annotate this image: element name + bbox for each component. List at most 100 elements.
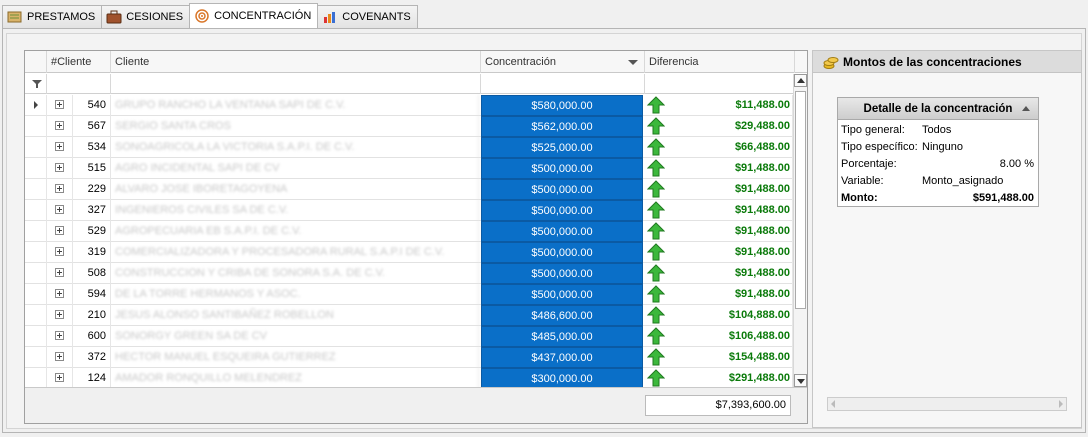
horizontal-scrollbar[interactable]: [827, 397, 1067, 411]
scroll-thumb[interactable]: [795, 91, 806, 309]
expand-cell[interactable]: [47, 284, 73, 305]
table-row[interactable]: 594 DE LA TORRE HERMANOS Y ASOC. $500,000.…: [25, 284, 793, 305]
up-arrow-icon: [647, 180, 665, 198]
porcentaje-label: Porcentaje:: [841, 158, 897, 170]
expand-icon[interactable]: [55, 205, 64, 214]
expand-icon[interactable]: [55, 310, 64, 319]
cliente-id: 124: [73, 368, 111, 389]
expand-cell[interactable]: [47, 263, 73, 284]
cliente-name: AGRO INCIDENTAL SAPI DE CV: [111, 158, 479, 179]
header-cliente-id[interactable]: #Cliente: [47, 51, 111, 73]
tab-prestamos[interactable]: PRESTAMOS: [2, 5, 103, 28]
tab-label: COVENANTS: [342, 11, 411, 23]
table-row[interactable]: 534 SONOAGRICOLA LA VICTORIA S.A.P.I. DE …: [25, 137, 793, 158]
tipo-general-label: Tipo general:: [841, 124, 905, 136]
difference-value: $91,488.00: [645, 263, 793, 284]
up-arrow-icon: [647, 96, 665, 114]
table-row[interactable]: 327 INGENIEROS CIVILES SA DE C.V. $500,000…: [25, 200, 793, 221]
difference-value: $11,488.00: [645, 95, 793, 116]
concentration-value: $580,000.00: [481, 95, 643, 116]
filter-row: [25, 74, 795, 94]
grid-rows: 540 GRUPO RANCHO LA VENTANA SAPI DE C.V. $…: [25, 95, 793, 389]
expand-cell[interactable]: [47, 200, 73, 221]
expand-cell[interactable]: [47, 221, 73, 242]
cliente-id: 594: [73, 284, 111, 305]
table-row[interactable]: 567 SERGIO SANTA CROS $562,000.00 $29,488.0…: [25, 116, 793, 137]
expand-cell[interactable]: [47, 242, 73, 263]
expand-cell[interactable]: [47, 116, 73, 137]
variable-label: Variable:: [841, 175, 884, 187]
concentration-value: $500,000.00: [481, 263, 643, 284]
filter-cliente-id[interactable]: [47, 74, 111, 94]
row-indicator: [25, 368, 47, 389]
table-row[interactable]: 600 SONORGY GREEN SA DE CV $485,000.00 $106…: [25, 326, 793, 347]
table-row[interactable]: 210 JESUS ALONSO SANTIBAÑEZ ROBELLON $486,…: [25, 305, 793, 326]
difference-text: $91,488.00: [734, 267, 790, 279]
collapse-caret-icon[interactable]: [1022, 106, 1030, 111]
table-row[interactable]: 529 AGROPECUARIA EB S.A.P.I. DE C.V. $500,…: [25, 221, 793, 242]
table-row[interactable]: 508 CONSTRUCCION Y CRIBA DE SONORA S.A. D…: [25, 263, 793, 284]
cliente-name: SONORGY GREEN SA DE CV: [111, 326, 479, 347]
scroll-down-button[interactable]: [794, 374, 807, 387]
expand-icon[interactable]: [55, 373, 64, 382]
expand-icon[interactable]: [55, 268, 64, 277]
filter-cliente[interactable]: [111, 74, 481, 94]
filter-diferencia[interactable]: [645, 74, 795, 94]
expand-cell[interactable]: [47, 179, 73, 200]
header-concentracion[interactable]: Concentración: [481, 51, 645, 73]
concentration-detail: Detalle de la concentración Tipo general…: [837, 97, 1039, 207]
expand-icon[interactable]: [55, 100, 64, 109]
expand-icon[interactable]: [55, 142, 64, 151]
scroll-left-button[interactable]: [828, 398, 840, 410]
difference-text: $154,488.00: [728, 351, 790, 363]
expand-cell[interactable]: [47, 368, 73, 389]
expand-icon[interactable]: [55, 163, 64, 172]
expand-cell[interactable]: [47, 137, 73, 158]
tab-covenants[interactable]: COVENANTS: [317, 5, 418, 28]
tab-cesiones[interactable]: CESIONES: [101, 5, 191, 28]
difference-text: $66,488.00: [734, 141, 790, 153]
concentration-value: $500,000.00: [481, 284, 643, 305]
row-indicator: [25, 242, 47, 263]
expand-icon[interactable]: [55, 331, 64, 340]
row-indicator: [25, 263, 47, 284]
filter-cell[interactable]: [25, 74, 47, 94]
concentration-value: $500,000.00: [481, 242, 643, 263]
expand-icon[interactable]: [55, 226, 64, 235]
table-row[interactable]: 515 AGRO INCIDENTAL SAPI DE CV $500,000.00…: [25, 158, 793, 179]
tab-label: CESIONES: [126, 11, 184, 23]
expand-icon[interactable]: [55, 247, 64, 256]
expand-cell[interactable]: [47, 305, 73, 326]
table-row[interactable]: 540 GRUPO RANCHO LA VENTANA SAPI DE C.V. $…: [25, 95, 793, 116]
row-indicator: [25, 116, 47, 137]
expand-cell[interactable]: [47, 158, 73, 179]
porcentaje-value: 8.00 %: [999, 158, 1034, 170]
expand-icon[interactable]: [55, 352, 64, 361]
cliente-name: ALVARO JOSE IBORETAGOYENA: [111, 179, 479, 200]
header-cliente[interactable]: Cliente: [111, 51, 481, 73]
scroll-up-button[interactable]: [794, 74, 807, 87]
expand-cell[interactable]: [47, 95, 73, 116]
vertical-scrollbar[interactable]: [793, 74, 807, 387]
expand-cell[interactable]: [47, 326, 73, 347]
header-diferencia[interactable]: Diferencia: [645, 51, 795, 73]
up-arrow-icon: [647, 138, 665, 156]
table-row[interactable]: 319 COMERCIALIZADORA Y PROCESADORA RURAL …: [25, 242, 793, 263]
expand-icon[interactable]: [55, 289, 64, 298]
cliente-name: SERGIO SANTA CROS: [111, 116, 479, 137]
expand-icon[interactable]: [55, 184, 64, 193]
bar-chart-icon: [322, 10, 338, 24]
tab-concentracion[interactable]: CONCENTRACIÓN: [189, 3, 319, 28]
expand-icon[interactable]: [55, 121, 64, 130]
scroll-right-button[interactable]: [1054, 398, 1066, 410]
filter-concentracion[interactable]: [481, 74, 645, 94]
expand-cell[interactable]: [47, 347, 73, 368]
table-row[interactable]: 229 ALVARO JOSE IBORETAGOYENA $500,000.00 $…: [25, 179, 793, 200]
table-row[interactable]: 372 HECTOR MANUEL ESQUEIRA GUTIERREZ $437,…: [25, 347, 793, 368]
cliente-id: 229: [73, 179, 111, 200]
header-indicator: [25, 51, 47, 73]
table-row[interactable]: 124 AMADOR RONQUILLO MELENDREZ $300,000.00…: [25, 368, 793, 389]
cliente-id: 529: [73, 221, 111, 242]
tipo-general-value: Todos: [922, 124, 952, 136]
detail-header[interactable]: Detalle de la concentración: [838, 98, 1038, 120]
